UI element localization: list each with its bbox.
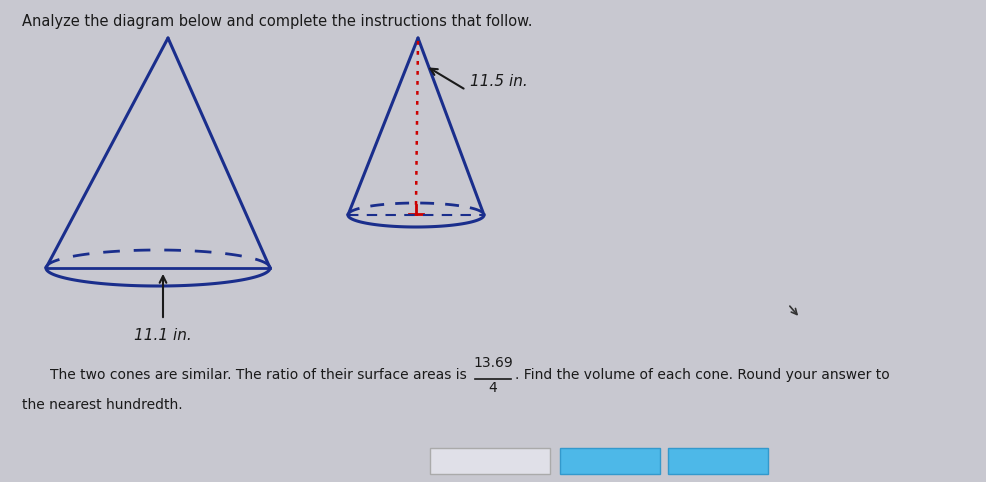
Bar [0,0,15,482]
Text: the nearest hundredth.: the nearest hundredth. [22,398,182,412]
Text: . Find the volume of each cone. Round your answer to: . Find the volume of each cone. Round yo… [515,368,889,382]
Text: 13.69: 13.69 [473,356,513,370]
Text: Analyze the diagram below and complete the instructions that follow.: Analyze the diagram below and complete t… [22,14,532,29]
Bar [430,448,550,474]
Text: The two cones are similar. The ratio of their surface areas is: The two cones are similar. The ratio of … [50,368,471,382]
Bar [668,448,768,474]
Text: 11.5 in.: 11.5 in. [470,73,528,89]
Text: 11.1 in.: 11.1 in. [134,328,192,343]
Bar [560,448,660,474]
Text: 4: 4 [489,381,497,395]
